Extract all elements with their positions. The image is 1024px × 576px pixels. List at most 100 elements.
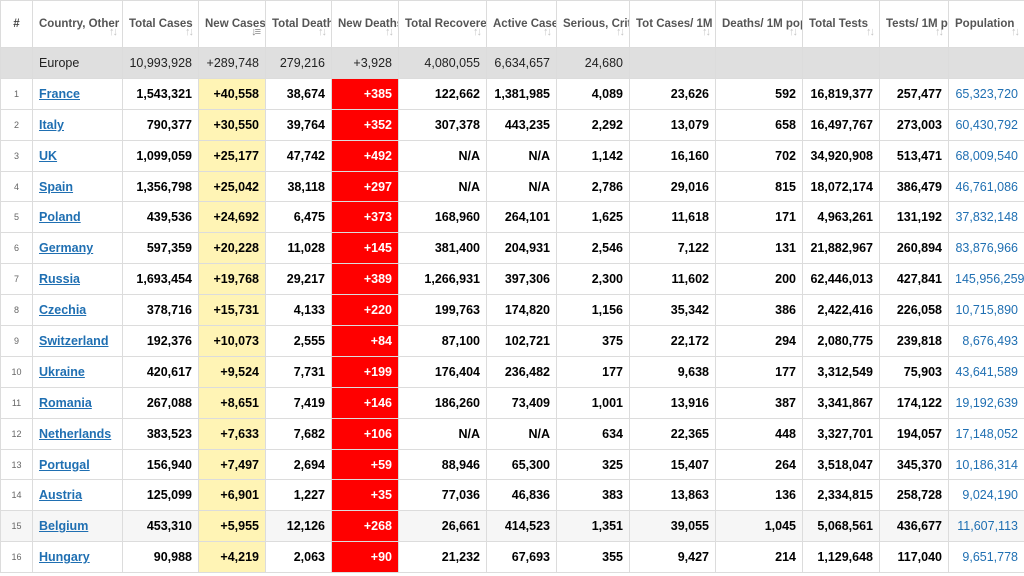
continent-name: Europe [32,47,123,79]
country-link[interactable]: Belgium [39,519,89,534]
country-link[interactable]: Romania [39,395,92,410]
serious-critical-cell: 177 [556,355,630,388]
country-link[interactable]: Germany [39,241,94,256]
country-link[interactable]: Hungary [39,550,90,565]
header-total-deaths[interactable]: Total Deaths↑↓ [265,0,332,48]
total-recovered-cell: 199,763 [398,294,487,327]
total-deaths-cell: 12,126 [265,510,332,543]
table-row: 15 Belgium 453,310 +5,955 12,126 +268 26,661 41… [0,510,1024,543]
total-deaths-cell: 6,475 [265,201,332,234]
active-cases-cell: 397,306 [486,263,557,296]
header-total-tests[interactable]: Total Tests ↑↓ [802,0,880,48]
country-link[interactable]: Spain [39,179,74,194]
country-cell: UK [32,139,123,172]
active-cases-cell: N/A [486,417,557,450]
deaths-per-million-cell: 1,045 [715,510,803,543]
tests-per-million-cell: 174,122 [879,386,949,419]
total-deaths-cell: 29,217 [265,263,332,296]
country-link[interactable]: Switzerland [39,333,109,348]
header-total-cases[interactable]: Total Cases ↑↓ [122,0,199,48]
cases-per-million-cell: 29,016 [629,170,716,203]
country-cell: Austria [32,479,123,512]
country-link[interactable]: Ukraine [39,364,85,379]
header-cases-per-million[interactable]: Tot Cases/ 1M pop↑↓ [629,0,716,48]
country-link[interactable]: France [39,86,80,101]
tests-per-million-cell: 131,192 [879,201,949,234]
serious-critical-cell: 355 [556,541,630,574]
header-population[interactable]: Population ↑↓ [948,0,1024,48]
sort-arrows-icon[interactable]: ↑↓ [1011,26,1020,38]
total-cases-cell: 790,377 [122,108,199,141]
sort-arrows-icon[interactable]: ↑↓ [318,26,327,38]
sort-arrows-icon[interactable]: ↑↓ [616,26,625,38]
sort-arrows-icon[interactable]: ↑↓ [473,26,482,38]
total-tests-cell: 18,072,174 [802,170,880,203]
rank-cell: 9 [0,325,33,357]
total-deaths-cell: 4,133 [265,294,332,327]
total-tests-cell [802,47,880,79]
header-total-recovered[interactable]: Total Recovered ↑↓ [398,0,487,48]
country-link[interactable]: Netherlands [39,426,112,441]
header-label: Active Cases [493,17,556,30]
tests-per-million-cell: 386,479 [879,170,949,203]
header-tests-per-million[interactable]: Tests/ 1M pop↑↓ [879,0,949,48]
total-tests-cell: 3,312,549 [802,355,880,388]
header-new-cases[interactable]: New Cases ↓≡ [198,0,266,48]
total-tests-cell: 2,422,416 [802,294,880,327]
country-link[interactable]: Italy [39,117,65,132]
population-cell: 19,192,639 [948,386,1024,419]
total-recovered-cell: 168,960 [398,201,487,234]
sort-arrows-icon[interactable]: ↑↓ [789,26,798,38]
new-deaths-cell: +84 [331,325,399,357]
new-cases-cell: +30,550 [198,108,266,141]
cases-per-million-cell: 23,626 [629,77,716,110]
country-link[interactable]: Poland [39,210,81,225]
country-link[interactable]: Czechia [39,303,87,318]
active-cases-cell: N/A [486,139,557,172]
tests-per-million-cell: 273,003 [879,108,949,141]
serious-critical-cell: 2,300 [556,263,630,296]
serious-critical-cell: 1,156 [556,294,630,327]
sort-descending-icon[interactable]: ↓≡ [251,26,261,38]
total-cases-cell: 1,693,454 [122,263,199,296]
population-cell [948,47,1024,79]
new-deaths-cell: +59 [331,448,399,481]
new-deaths-cell: +385 [331,77,399,110]
new-deaths-cell: +90 [331,541,399,574]
sort-arrows-icon[interactable]: ↑↓ [702,26,711,38]
serious-critical-cell: 1,351 [556,510,630,543]
header-new-deaths[interactable]: New Deaths ↑↓ [331,0,399,48]
sort-arrows-icon[interactable]: ↑↓ [109,26,118,38]
country-cell: Switzerland [32,325,123,357]
deaths-per-million-cell: 200 [715,263,803,296]
new-deaths-cell: +297 [331,170,399,203]
country-link[interactable]: Austria [39,488,83,503]
rank-cell: 12 [0,417,33,450]
total-recovered-cell: 21,232 [398,541,487,574]
new-deaths-cell: +373 [331,201,399,234]
sort-arrows-icon[interactable]: ↑↓ [866,26,875,38]
cases-per-million-cell: 39,055 [629,510,716,543]
header-country[interactable]: Country, Other ↑↓ [32,0,123,48]
sort-arrows-icon[interactable]: ↑↓ [935,26,944,38]
sort-arrows-icon[interactable]: ↑↓ [385,26,394,38]
rank-cell: 16 [0,541,33,574]
total-recovered-cell: 186,260 [398,386,487,419]
new-cases-cell: +20,228 [198,232,266,265]
country-link[interactable]: Russia [39,272,80,287]
new-cases-cell: +25,042 [198,170,266,203]
header-serious-critical[interactable]: Serious, Critical↑↓ [556,0,630,48]
header-active-cases[interactable]: Active Cases↑↓ [486,0,557,48]
sort-arrows-icon[interactable]: ↑↓ [543,26,552,38]
header-deaths-per-million[interactable]: Deaths/ 1M pop ↑↓ [715,0,803,48]
cases-per-million-cell: 15,407 [629,448,716,481]
total-tests-cell: 3,327,701 [802,417,880,450]
sort-arrows-icon[interactable]: ↑↓ [185,26,194,38]
total-deaths-cell: 47,742 [265,139,332,172]
header-label: Tot Cases/ 1M pop [636,17,715,30]
country-cell: Portugal [32,448,123,481]
cases-per-million-cell: 22,172 [629,325,716,357]
deaths-per-million-cell: 264 [715,448,803,481]
country-link[interactable]: UK [39,148,58,163]
country-link[interactable]: Portugal [39,457,90,472]
